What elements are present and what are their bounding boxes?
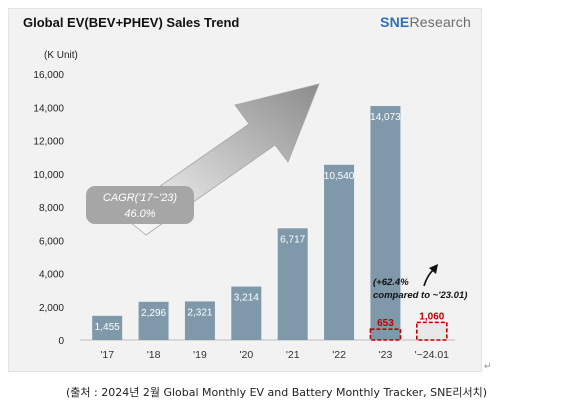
bar [184,301,215,340]
bar [92,315,123,340]
x-tick-label: '22 [332,349,346,361]
return-mark: ↵ [484,362,492,372]
brand-logo-rest: Research [409,14,471,30]
bar [370,106,401,340]
bar-value-label: 2,296 [141,308,166,319]
y-tick-label: 8,000 [39,203,64,214]
y-tick-label: 14,000 [33,103,64,114]
bar-value-label: 3,214 [234,293,259,304]
cagr-value: 46.0% [124,208,155,220]
highlight-box [369,328,402,341]
x-tick-label: '18 [147,349,161,361]
growth-arrow-icon [423,269,434,287]
bar-value-label: 2,321 [187,307,212,318]
bar-value-label: 1,455 [95,322,120,333]
highlight-value-label: 653 [377,318,394,329]
y-axis-unit-label: (K Unit) [44,50,78,61]
brand-logo-strong: SNE [380,14,410,30]
y-tick-label: 16,000 [33,70,64,81]
brand-logo: SNEResearch [380,14,471,30]
growth-annotation-line2: compared to ~'23.01) [373,290,467,301]
y-tick-label: 2,000 [39,303,64,314]
bar [324,164,355,340]
bar [231,286,262,340]
bar-value-label: 10,540 [324,171,355,182]
y-tick-label: 10,000 [33,170,64,181]
cagr-label: CAGR('17~'23) [103,192,178,204]
x-tick-label: '19 [193,349,207,361]
y-tick-label: 12,000 [33,137,64,148]
bar-value-label: 6,717 [280,234,305,245]
x-tick-label: '23 [379,349,393,361]
x-tick-label: '~24.01 [415,349,450,361]
y-tick-label: 4,000 [39,270,64,281]
x-tick-label: '21 [286,349,300,361]
bar-value-label: 14,073 [370,112,401,123]
highlight-box [416,321,448,341]
bar [277,228,308,340]
cagr-box [86,186,194,224]
bar [138,301,169,340]
x-tick-label: '20 [239,349,253,361]
source-caption: (출처 : 2024년 2월 Global Monthly EV and Bat… [66,386,487,399]
highlight-value-label: 1,060 [419,311,444,322]
y-tick-label: 0 [58,336,64,347]
x-tick-label: '17 [100,349,114,361]
growth-arrow-head-icon [429,264,438,274]
growth-annotation-line1: (+62.4% [373,277,409,288]
y-tick-label: 6,000 [39,236,64,247]
chart-title: Global EV(BEV+PHEV) Sales Trend [23,15,240,30]
